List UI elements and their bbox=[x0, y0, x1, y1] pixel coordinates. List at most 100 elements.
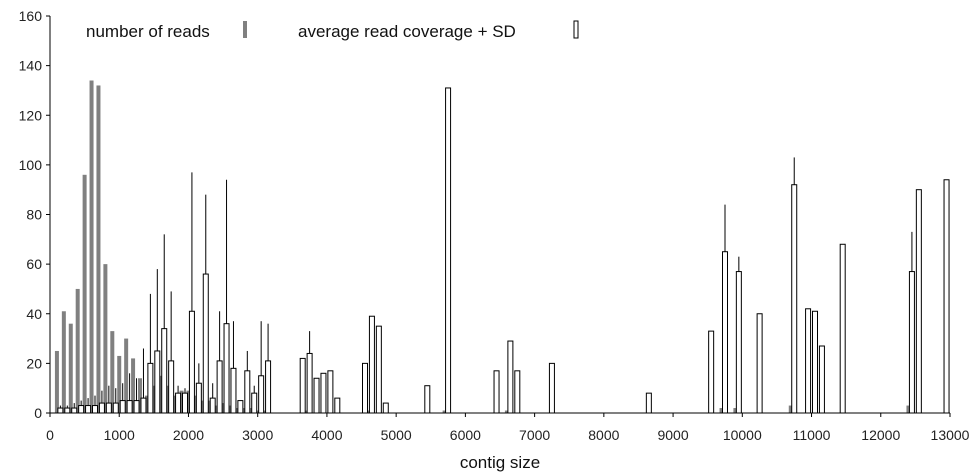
reads-bar bbox=[124, 338, 129, 413]
reads-bar bbox=[158, 375, 163, 413]
reads-bar bbox=[906, 405, 911, 413]
y-tick-label: 0 bbox=[34, 405, 42, 421]
reads-bar bbox=[504, 410, 509, 413]
legend-swatch-coverage bbox=[573, 20, 579, 39]
reads-bar bbox=[207, 400, 212, 413]
coverage-bar bbox=[735, 271, 742, 414]
coverage-bar bbox=[147, 362, 154, 414]
coverage-bar bbox=[943, 179, 950, 414]
reads-bar bbox=[131, 358, 136, 413]
reads-bar bbox=[248, 408, 253, 413]
coverage-bar bbox=[756, 313, 763, 414]
reads-bar bbox=[110, 331, 115, 413]
legend: number of reads average read coverage + … bbox=[86, 20, 579, 41]
reads-bar bbox=[262, 410, 267, 413]
x-tick-label: 4000 bbox=[311, 427, 342, 443]
coverage-bar bbox=[258, 375, 265, 414]
reads-bar bbox=[96, 85, 101, 413]
coverage-bar bbox=[320, 372, 327, 414]
reads-bar bbox=[186, 390, 191, 413]
x-tick-label: 3000 bbox=[242, 427, 273, 443]
coverage-bar bbox=[85, 405, 92, 414]
coverage-bar bbox=[182, 392, 188, 414]
y-tick-label: 80 bbox=[26, 207, 42, 223]
coverage-bar bbox=[645, 392, 652, 414]
reads-bar bbox=[255, 410, 260, 413]
coverage-bar bbox=[133, 400, 140, 414]
reads-bar bbox=[442, 410, 447, 413]
reads-bar bbox=[103, 264, 108, 413]
coverage-bar bbox=[112, 402, 119, 414]
x-tick-label: 8000 bbox=[588, 427, 619, 443]
y-tick-label: 20 bbox=[26, 355, 42, 371]
reads-bar bbox=[172, 395, 177, 413]
coverage-bar bbox=[161, 328, 168, 414]
coverage-bar bbox=[251, 392, 258, 414]
coverage-bar bbox=[507, 340, 514, 414]
coverage-bars bbox=[57, 87, 950, 414]
y-ticks: 0 20 40 60 80 100 120 140 160 bbox=[19, 8, 50, 421]
coverage-bar bbox=[223, 323, 230, 414]
reads-bar bbox=[117, 355, 122, 413]
reads-bar bbox=[138, 378, 142, 413]
x-tick-label: 0 bbox=[46, 427, 54, 443]
coverage-bar bbox=[126, 400, 133, 414]
reads-bar bbox=[89, 80, 94, 413]
x-tick-label: 13000 bbox=[931, 427, 970, 443]
reads-bar bbox=[151, 385, 156, 413]
coverage-bar bbox=[424, 385, 431, 414]
coverage-bar bbox=[175, 392, 182, 414]
reads-bar bbox=[234, 408, 239, 413]
coverage-bar bbox=[514, 370, 521, 414]
coverage-bar bbox=[168, 360, 175, 414]
y-tick-label: 140 bbox=[19, 58, 43, 74]
coverage-bar bbox=[445, 87, 452, 414]
coverage-bar bbox=[334, 397, 341, 414]
coverage-bar bbox=[299, 357, 306, 414]
coverage-bar bbox=[202, 273, 209, 414]
reads-bar bbox=[241, 408, 246, 413]
coverage-bar bbox=[908, 271, 915, 414]
reads-bar bbox=[228, 405, 232, 413]
coverage-bar bbox=[327, 370, 334, 414]
coverage-bar bbox=[708, 330, 715, 414]
coverage-bar bbox=[382, 402, 389, 414]
coverage-bar bbox=[839, 243, 846, 414]
coverage-bar bbox=[92, 405, 98, 414]
coverage-bar bbox=[368, 315, 375, 414]
reads-bar bbox=[61, 311, 66, 413]
coverage-bar bbox=[375, 325, 382, 414]
reads-bar bbox=[366, 410, 371, 413]
reads-bar bbox=[719, 408, 724, 413]
reads-bar bbox=[179, 390, 184, 413]
reads-bar bbox=[75, 288, 80, 413]
coverage-bar bbox=[812, 310, 818, 414]
x-tick-label: 9000 bbox=[657, 427, 688, 443]
coverage-bar bbox=[818, 345, 825, 414]
x-ticks: 0 1000 2000 3000 4000 5000 6000 7000 8000 9000 100… bbox=[46, 413, 970, 443]
x-tick-label: 1000 bbox=[104, 427, 135, 443]
coverage-bar bbox=[306, 352, 313, 414]
x-tick-label: 11000 bbox=[793, 427, 831, 443]
x-tick-label: 12000 bbox=[861, 427, 900, 443]
coverage-bar bbox=[64, 407, 71, 414]
reads-bar bbox=[68, 323, 73, 413]
x-tick-label: 5000 bbox=[381, 427, 412, 443]
y-tick-label: 120 bbox=[19, 107, 43, 123]
legend-swatch-reads bbox=[243, 21, 247, 38]
coverage-bar bbox=[209, 397, 216, 414]
coverage-bar bbox=[805, 308, 812, 414]
x-tick-label: 10000 bbox=[723, 427, 762, 443]
coverage-bar bbox=[548, 362, 555, 414]
coverage-bar bbox=[915, 189, 922, 414]
x-tick-label: 2000 bbox=[173, 427, 204, 443]
coverage-bar bbox=[265, 360, 272, 414]
coverage-bar bbox=[57, 407, 64, 414]
coverage-bar bbox=[313, 377, 320, 414]
reads-bar bbox=[165, 385, 170, 413]
reads-bar bbox=[304, 410, 309, 413]
coverage-bar bbox=[78, 405, 85, 414]
coverage-bar bbox=[140, 397, 147, 414]
reads-bar bbox=[144, 395, 149, 413]
